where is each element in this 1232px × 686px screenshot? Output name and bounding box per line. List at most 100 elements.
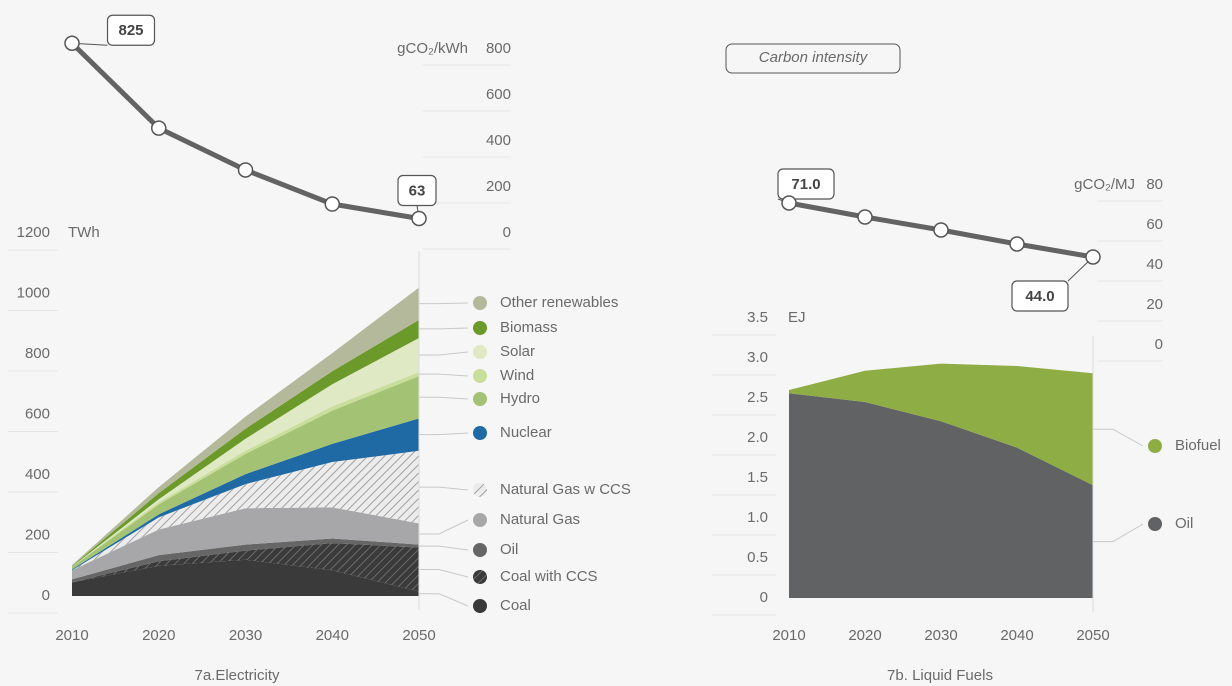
area: [72, 337, 419, 567]
legend-label: Biomass: [500, 319, 558, 336]
y-tick-label: 80: [1146, 176, 1163, 193]
area: [72, 507, 419, 580]
point: [1085, 249, 1101, 265]
legend-swatch: [473, 426, 487, 440]
leader-line: [1093, 523, 1144, 543]
leader-line: [419, 327, 469, 330]
y-tick-label: 40: [1146, 256, 1163, 273]
x-tick-label: 2050: [1076, 627, 1109, 644]
y-tick-label: 0: [503, 224, 511, 241]
leader-line: [419, 545, 469, 551]
legend-swatch: [473, 392, 487, 406]
callout-box: [1011, 280, 1069, 312]
data-label: 63: [409, 182, 426, 199]
legend-label: Natural Gas: [500, 511, 580, 528]
x-tick-label: 2030: [229, 627, 262, 644]
leader-line: [419, 519, 469, 535]
area: [72, 418, 419, 571]
point: [324, 196, 340, 212]
leader-line: [419, 373, 469, 377]
callout-box: [106, 14, 156, 46]
y-tick-label: 200: [486, 178, 511, 195]
legend-swatch: [1148, 517, 1162, 531]
legend-label: Nuclear: [500, 424, 552, 441]
point: [237, 162, 254, 178]
point: [64, 35, 80, 51]
leader-line: [419, 486, 469, 491]
point: [411, 210, 427, 227]
y-axis-label: gCO₂/kWh: [397, 40, 468, 57]
y-tick-label: 0: [42, 587, 50, 604]
y-tick-label: 0.5: [747, 549, 768, 566]
y-tick-label: 2.5: [747, 389, 768, 406]
leader-line: [419, 351, 469, 356]
x-tick-label: 2030: [924, 627, 957, 644]
legend-label: Natural Gas w CCS: [500, 481, 631, 498]
legend-label: Oil: [500, 541, 518, 558]
legend-swatch: [473, 483, 487, 497]
x-tick-label: 2050: [402, 627, 435, 644]
area: [72, 543, 419, 592]
y-tick-label: 600: [486, 86, 511, 103]
point: [781, 195, 797, 211]
leader-line: [419, 593, 469, 607]
area: [72, 450, 419, 571]
legend-label: Biofuel: [1175, 437, 1221, 454]
y-tick-label: 0: [760, 589, 768, 606]
area: [72, 538, 419, 583]
legend-swatch: [473, 369, 487, 383]
y-tick-label: 0: [1155, 336, 1163, 353]
legend-swatch: [473, 513, 487, 527]
chart-title: 7b. Liquid Fuels: [887, 667, 993, 684]
leader-line: [419, 302, 469, 305]
y-axis-label: TWh: [68, 224, 100, 241]
legend-swatch: [473, 296, 487, 310]
legend-swatch: [473, 543, 487, 557]
area: [789, 363, 1093, 486]
y-axis-label: gCO₂/MJ: [1074, 176, 1135, 193]
legend-label: Wind: [500, 367, 534, 384]
data-label: 71.0: [791, 176, 820, 193]
y-tick-label: 1000: [17, 284, 50, 301]
legend-swatch: [473, 321, 487, 335]
y-tick-label: 2.0: [747, 429, 768, 446]
legend-swatch: [1148, 439, 1162, 453]
y-tick-label: 20: [1146, 296, 1163, 313]
area: [72, 376, 419, 570]
point: [1009, 236, 1025, 252]
data-label: 44.0: [1025, 288, 1054, 305]
y-tick-label: 1.5: [747, 469, 768, 486]
point: [857, 209, 873, 225]
y-tick-label: 3.5: [747, 309, 768, 326]
chart-title: 7a.Electricity: [194, 667, 280, 684]
x-tick-label: 2020: [848, 627, 881, 644]
annotation-box: [725, 43, 901, 74]
y-tick-label: 1200: [17, 224, 50, 241]
leader-line: [419, 396, 469, 400]
legend-swatch: [473, 345, 487, 359]
y-tick-label: 60: [1146, 216, 1163, 233]
y-tick-label: 400: [486, 132, 511, 149]
y-tick-label: 1.0: [747, 509, 768, 526]
y-tick-label: 800: [25, 345, 50, 362]
area: [789, 393, 1093, 598]
point: [933, 222, 949, 238]
y-axis-label: EJ: [788, 309, 806, 326]
legend-label: Oil: [1175, 515, 1193, 532]
legend-label: Hydro: [500, 390, 540, 407]
annotation: Carbon intensity: [759, 49, 869, 66]
callout-box: [777, 168, 835, 200]
y-tick-label: 600: [25, 405, 50, 422]
legend-swatch: [473, 599, 487, 613]
area: [72, 319, 419, 567]
legend-label: Solar: [500, 343, 535, 360]
leader-line: [1093, 428, 1144, 447]
legend-label: Other renewables: [500, 294, 618, 311]
area: [72, 287, 419, 567]
legend-label: Coal with CCS: [500, 568, 598, 585]
x-tick-label: 2010: [55, 627, 88, 644]
point: [151, 120, 167, 136]
leader-line: [419, 569, 469, 578]
area: [72, 559, 419, 596]
